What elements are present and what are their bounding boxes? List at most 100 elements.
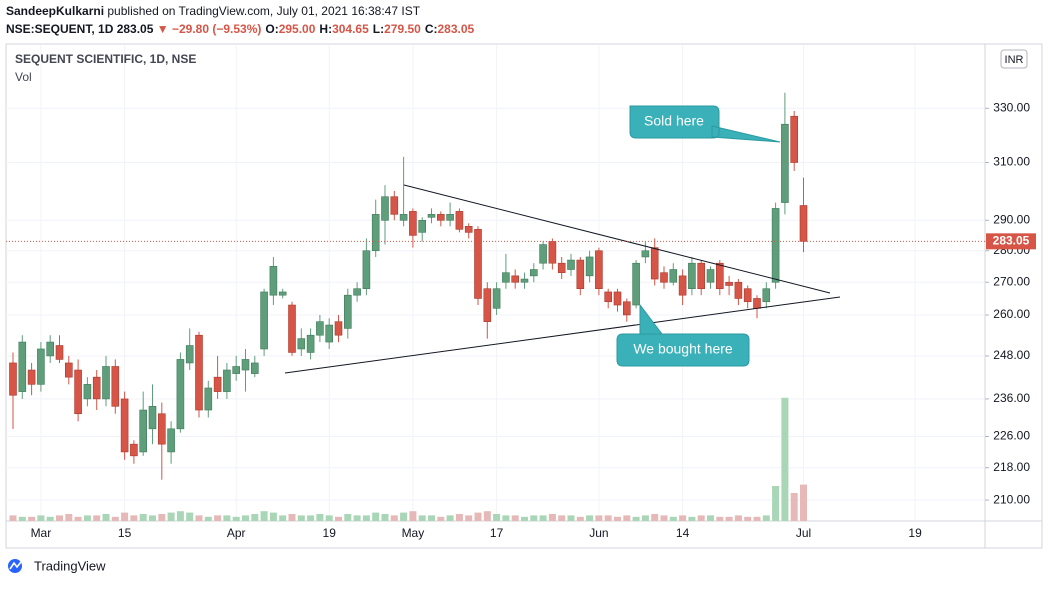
volume-bar — [232, 516, 240, 521]
candle-body — [660, 272, 668, 283]
candle-body — [474, 229, 482, 299]
candle-body — [316, 321, 324, 336]
candle-body — [251, 362, 259, 374]
candle-body — [697, 262, 706, 290]
volume-bar — [325, 515, 333, 521]
x-tick-label: 17 — [490, 526, 504, 540]
volume-bar — [781, 397, 789, 521]
candle-body — [111, 366, 120, 407]
last-price-label: 283.05 — [993, 234, 1030, 248]
volume-bar — [669, 516, 677, 521]
volume-bar — [521, 516, 528, 521]
volume-bar — [725, 516, 733, 521]
volume-bar — [502, 515, 510, 521]
candle-body — [241, 359, 250, 371]
candle-body — [139, 409, 147, 453]
volume-bar — [149, 515, 156, 521]
volume-bar — [46, 516, 54, 521]
candle-body — [381, 196, 389, 221]
candle-body — [781, 123, 789, 203]
ohlc-value: 295.00 — [279, 22, 316, 36]
candle-body — [204, 387, 213, 411]
volume-bar — [316, 514, 324, 521]
candle-body — [325, 324, 334, 343]
candle-body — [18, 341, 27, 392]
candle-body — [306, 334, 315, 353]
volume-bar — [409, 511, 417, 521]
volume-bar — [28, 516, 36, 521]
x-tick-label: 19 — [908, 526, 922, 540]
y-tick-label: 226.00 — [993, 429, 1030, 443]
volume-bar — [400, 512, 408, 521]
volume-bar — [130, 515, 138, 521]
volume-bar — [614, 516, 621, 521]
volume-bar — [576, 516, 584, 521]
candle-body — [455, 211, 464, 230]
candle-body — [148, 406, 157, 430]
volume-bar — [121, 512, 129, 521]
candle-body — [102, 366, 110, 400]
y-tick-label: 270.00 — [993, 274, 1030, 288]
candle-body — [548, 241, 557, 264]
callout-text: Sold here — [644, 113, 704, 129]
candle-body — [613, 291, 622, 306]
candle-body — [83, 384, 92, 400]
volume-bar — [548, 514, 556, 521]
candle-body — [223, 369, 231, 392]
x-tick-label: Jul — [796, 526, 811, 540]
callout-text: We bought here — [633, 341, 733, 357]
candle-body — [464, 226, 473, 233]
volume-bar — [446, 515, 454, 521]
volume-bar — [455, 514, 463, 521]
volume-bar — [195, 515, 203, 521]
candle-body — [74, 369, 82, 415]
volume-bar — [753, 516, 761, 521]
candle-body — [176, 359, 185, 430]
x-tick-label: May — [402, 526, 425, 540]
volume-bar — [772, 486, 780, 521]
volume-bar — [660, 515, 668, 521]
volume-bar — [56, 515, 63, 521]
candle-body — [669, 269, 678, 283]
trend-line — [403, 184, 831, 294]
candle-body — [27, 369, 36, 385]
y-tick-label: 290.00 — [993, 212, 1030, 226]
candle-body — [37, 348, 45, 385]
volume-bar — [688, 516, 696, 521]
candle-body — [585, 256, 594, 277]
candle-body — [632, 262, 640, 306]
currency-button[interactable] — [1000, 49, 1028, 69]
candle-body — [483, 288, 492, 322]
candle-body — [399, 214, 408, 221]
candle-body — [353, 288, 361, 296]
candle-body — [362, 250, 371, 290]
candle-body — [288, 304, 296, 353]
candle-body — [55, 345, 64, 360]
volume-bar — [651, 514, 659, 521]
candle-body — [725, 281, 733, 286]
volume-bar — [18, 516, 26, 521]
volume-bar — [567, 515, 575, 521]
volume-bar — [558, 515, 566, 521]
volume-bar — [335, 516, 342, 521]
currency[interactable]: INR — [1005, 54, 1024, 66]
candle-body — [427, 214, 436, 218]
x-tick-label: Jun — [589, 526, 608, 540]
symbol-line: NSE:SEQUENT, 1D 283.05 ▼ −29.80 (−9.53%)… — [6, 22, 475, 36]
volume-bar — [790, 493, 798, 521]
ohlc-label: H: — [319, 22, 332, 36]
volume-bar — [288, 514, 296, 521]
volume-bar — [632, 516, 640, 521]
symbol: NSE:SEQUENT, 1D — [6, 22, 114, 36]
candle-body — [390, 196, 399, 215]
candle-body — [799, 205, 808, 242]
volume-bar — [595, 515, 603, 521]
volume-bar — [437, 516, 445, 521]
published: published on TradingView.com, July 01, 2… — [107, 4, 420, 18]
volume-bar — [223, 515, 231, 521]
candle-body — [650, 247, 659, 280]
y-tick-label: 248.00 — [993, 348, 1030, 362]
frame — [5, 43, 1043, 549]
ohlc-label: O: — [265, 22, 278, 36]
